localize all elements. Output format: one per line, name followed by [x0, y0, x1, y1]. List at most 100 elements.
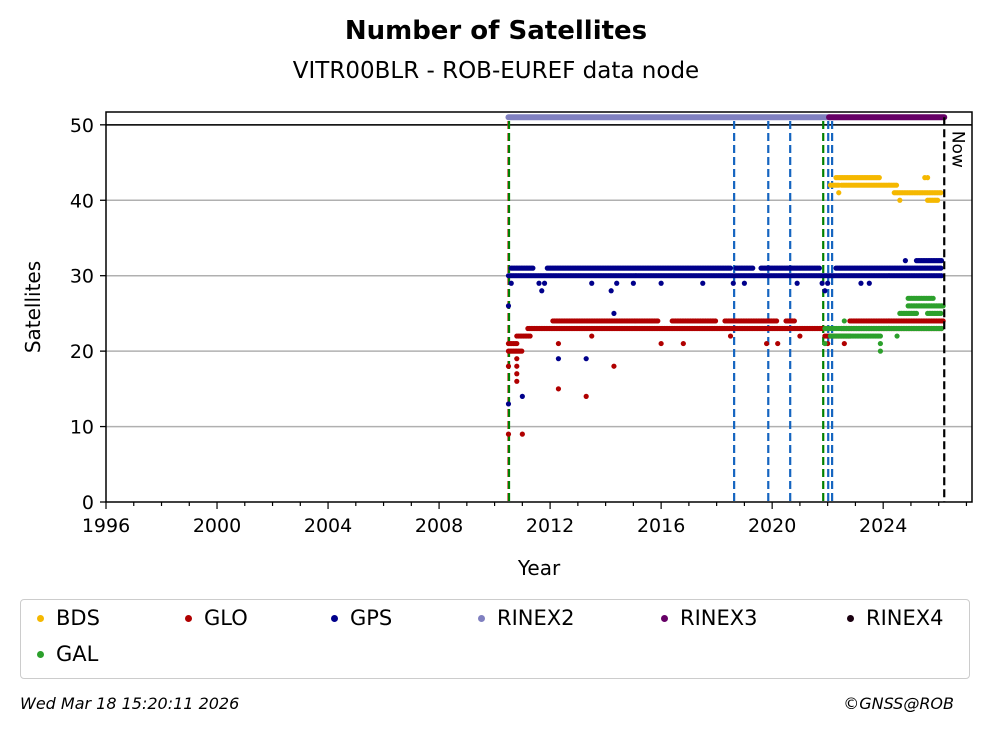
legend-label: GAL	[56, 642, 99, 666]
glo-point	[655, 318, 661, 324]
glo-point	[505, 431, 512, 437]
glo-point	[727, 333, 734, 339]
gal-point	[877, 348, 884, 354]
glo-point	[775, 340, 781, 347]
legend-item-rinex4: RINEX4	[847, 606, 944, 630]
gps-point	[938, 273, 945, 279]
legend-label: RINEX3	[680, 606, 758, 630]
gps-point	[536, 280, 542, 286]
legend-item-glo: GLO	[185, 606, 248, 630]
glo-point	[514, 356, 520, 362]
glo-point	[841, 340, 847, 347]
gps-point	[730, 280, 736, 286]
glo-point	[680, 340, 686, 347]
legend-item-rinex2: RINEX2	[478, 606, 575, 630]
legend-label: GPS	[350, 606, 393, 630]
glo-point	[611, 363, 617, 369]
x-tick-label: 1996	[82, 515, 130, 537]
legend-item-bds: BDS	[37, 606, 100, 630]
gps-point	[555, 356, 562, 362]
gps-point	[505, 303, 512, 309]
y-tick-label: 30	[70, 266, 94, 288]
gal-point	[877, 333, 884, 339]
legend-marker-icon	[661, 614, 668, 622]
gps-point	[750, 265, 756, 271]
timestamp: Wed Mar 18 15:20:11 2026	[20, 694, 240, 713]
legend-item-rinex3: RINEX3	[661, 606, 758, 630]
gal-point	[930, 295, 936, 301]
gal-point	[938, 325, 945, 332]
gps-point	[630, 280, 636, 286]
gps-point	[583, 356, 589, 362]
bds-point	[934, 197, 941, 203]
plot-frame	[105, 111, 973, 503]
legend-marker-icon	[185, 614, 192, 622]
gal-point	[894, 333, 900, 339]
y-axis-label: Satellites	[21, 261, 45, 353]
gps-point	[819, 280, 825, 286]
y-tick-label: 40	[70, 190, 94, 212]
legend-label: RINEX4	[866, 606, 944, 630]
bds-point	[836, 190, 842, 196]
bds-point	[897, 197, 903, 203]
gps-point	[816, 265, 822, 271]
x-tick-label: 2024	[859, 515, 907, 537]
legend-item-gal: GAL	[37, 642, 98, 666]
gps-point	[614, 280, 620, 286]
gal-point	[841, 318, 847, 324]
gps-point	[938, 258, 945, 264]
legend-label: GLO	[204, 606, 248, 630]
y-tick-label: 0	[82, 492, 94, 514]
glo-point	[514, 340, 520, 347]
gps-point	[530, 265, 536, 271]
legend: BDS GLO GPS RINEX2 RINEX3 RINEX4 GAL	[20, 599, 970, 679]
glo-point	[514, 378, 520, 384]
gps-point	[658, 280, 664, 286]
x-tick-label: 2020	[748, 515, 796, 537]
gps-point	[727, 265, 734, 271]
glo-point	[519, 348, 525, 354]
x-axis-label: Year	[517, 556, 561, 580]
x-tick-label: 2008	[415, 515, 463, 537]
gps-point	[611, 310, 617, 317]
gps-point	[539, 288, 545, 294]
legend-marker-icon	[37, 614, 44, 622]
glo-point	[712, 318, 719, 324]
gps-point	[938, 265, 944, 271]
gal-point	[877, 340, 884, 347]
gps-point	[608, 288, 614, 294]
legend-marker-icon	[331, 614, 338, 622]
glo-point	[583, 393, 589, 399]
gps-point	[505, 401, 512, 407]
bds-point	[876, 175, 882, 181]
chart-title: Number of Satellites	[344, 16, 648, 46]
x-tick-label: 2000	[193, 515, 241, 537]
y-tick-label: 50	[70, 115, 94, 137]
now-label: Now	[947, 131, 967, 168]
glo-point	[505, 363, 512, 369]
x-tick-label: 2004	[304, 515, 352, 537]
glo-point	[555, 340, 562, 347]
legend-item-gps: GPS	[331, 606, 392, 630]
gps-point	[541, 280, 548, 286]
chart-subtitle: VITR00BLR - ROB-EUREF data node	[292, 58, 700, 84]
glo-point	[658, 340, 664, 347]
legend-label: RINEX2	[497, 606, 575, 630]
legend-marker-icon	[37, 650, 44, 658]
credit: ©GNSS@ROB	[843, 694, 954, 713]
bds-point	[938, 190, 944, 196]
glo-point	[527, 333, 533, 339]
glo-point	[519, 431, 525, 437]
glo-point	[555, 386, 562, 392]
legend-marker-icon	[847, 614, 854, 622]
bds-point	[924, 175, 931, 181]
gal-point	[938, 310, 944, 317]
y-tick-label: 10	[70, 417, 94, 439]
gps-point	[822, 288, 828, 294]
gps-point	[589, 280, 595, 286]
glo-point	[514, 363, 520, 369]
gps-point	[858, 280, 864, 286]
glo-point	[791, 318, 797, 324]
